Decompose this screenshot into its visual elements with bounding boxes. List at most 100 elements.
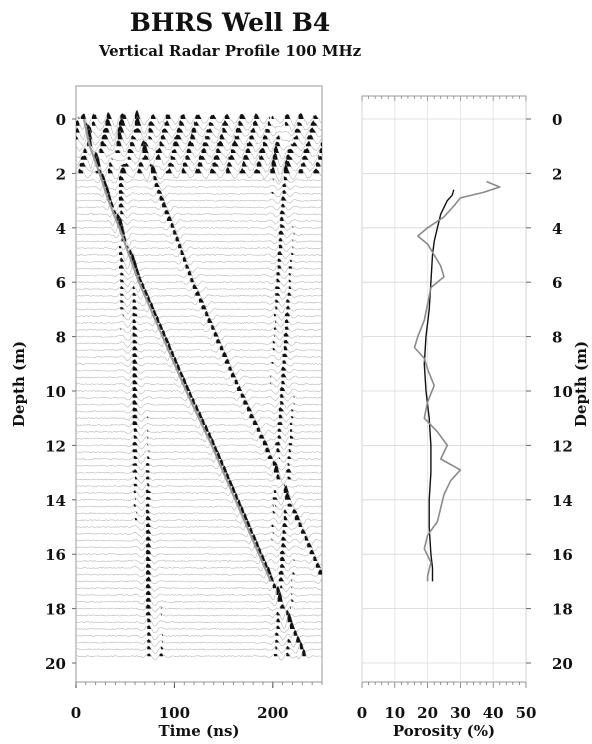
trace-fill — [132, 377, 286, 385]
trace-fill — [119, 259, 293, 269]
trace — [75, 397, 323, 409]
trace-fill — [132, 330, 289, 337]
trace-fill — [76, 129, 322, 140]
trace — [75, 252, 323, 270]
trace-fill — [147, 612, 293, 623]
trace-fill — [146, 591, 294, 602]
trace-wiggle — [75, 424, 323, 437]
trace — [76, 554, 323, 566]
trace-wiggle — [75, 641, 323, 655]
y-tick-label-right: 18 — [552, 601, 573, 619]
trace-wiggle — [75, 431, 323, 444]
trace-fill — [78, 164, 320, 174]
trace — [75, 248, 323, 261]
trace — [75, 342, 323, 355]
trace-wiggle — [75, 499, 323, 511]
trace-fill — [120, 323, 289, 330]
trace-wiggle — [75, 213, 323, 227]
porosity-panel: 0 2 4 6 8 10 12 14 16 18 20 0 10 20 30 40 50 Porosity (… — [357, 95, 590, 740]
trace — [75, 199, 323, 212]
y-tick-label-right: 8 — [552, 329, 562, 347]
first-break-pick-line — [82, 118, 272, 582]
chart-title: BHRS Well B4 — [129, 8, 331, 37]
y-tick-label-left: 14 — [45, 492, 66, 510]
trace — [76, 172, 323, 185]
x-tick-label-porosity: 20 — [417, 704, 438, 722]
trace — [75, 574, 323, 587]
trace-wiggle — [75, 390, 322, 402]
trace — [75, 609, 323, 621]
x-tick-label-porosity: 0 — [357, 704, 367, 722]
trace-wiggle — [75, 143, 323, 161]
trace — [75, 235, 323, 246]
trace-wiggle — [75, 376, 322, 389]
trace-fill — [120, 268, 292, 276]
trace-fill — [147, 622, 295, 629]
trace — [75, 209, 323, 219]
trace-wiggle — [75, 192, 323, 206]
wiggle-traces — [75, 110, 323, 661]
y-tick-label-left: 4 — [56, 220, 66, 238]
trace-wiggle — [75, 342, 323, 355]
trace — [75, 363, 323, 375]
trace-fill — [110, 200, 286, 208]
trace-fill — [132, 337, 289, 344]
trace-wiggle — [75, 323, 323, 334]
trace — [75, 110, 323, 128]
trace — [75, 356, 323, 368]
trace-fill — [146, 610, 290, 616]
trace — [75, 243, 323, 252]
trace-wiggle — [75, 275, 323, 288]
trace — [75, 213, 323, 227]
trace-wiggle — [75, 370, 323, 382]
trace-fill — [120, 289, 292, 296]
trace-wiggle — [75, 356, 323, 368]
trace — [75, 376, 322, 389]
trace-wiggle — [75, 397, 323, 409]
trace — [75, 128, 323, 147]
trace-wiggle — [75, 566, 323, 580]
trace — [75, 546, 323, 558]
trace — [75, 591, 323, 608]
trace-fill — [120, 276, 292, 283]
trace-wiggle — [75, 451, 323, 465]
trace — [75, 458, 322, 471]
trace-wiggle — [75, 259, 322, 275]
trace-fill — [103, 180, 287, 187]
trace-wiggle — [75, 128, 323, 147]
trace — [75, 417, 323, 430]
trace-fill — [146, 534, 309, 541]
trace-fill — [132, 350, 288, 357]
trace-fill — [133, 479, 286, 487]
trace-fill — [132, 438, 293, 446]
trace-fill — [132, 465, 292, 473]
trace-wiggle — [75, 629, 323, 641]
x-axis-label-time: Time (ns) — [158, 722, 239, 740]
trace — [75, 288, 323, 301]
trace-fill — [83, 143, 323, 153]
trace — [75, 370, 323, 382]
trace — [75, 323, 323, 334]
trace — [75, 275, 323, 288]
trace — [75, 155, 323, 175]
trace — [75, 259, 322, 275]
trace-wiggle — [75, 621, 323, 634]
trace — [75, 648, 323, 661]
x-tick-label-porosity: 50 — [516, 704, 537, 722]
trace-wiggle — [75, 611, 323, 629]
trace — [75, 224, 323, 241]
y-tick-label-left: 2 — [56, 165, 66, 183]
trace-wiggle — [75, 458, 322, 471]
trace-wiggle — [75, 491, 323, 506]
trace-fill — [122, 310, 290, 317]
trace — [75, 621, 323, 634]
trace-wiggle — [75, 267, 323, 280]
trace-wiggle — [75, 179, 323, 192]
trace-wiggle — [75, 437, 323, 450]
trace-fill — [135, 473, 292, 480]
trace-wiggle — [75, 301, 323, 315]
trace-wiggle — [75, 512, 322, 525]
trace-fill — [146, 575, 322, 582]
y-tick-label-left: 0 — [56, 111, 66, 129]
trace — [75, 431, 323, 444]
